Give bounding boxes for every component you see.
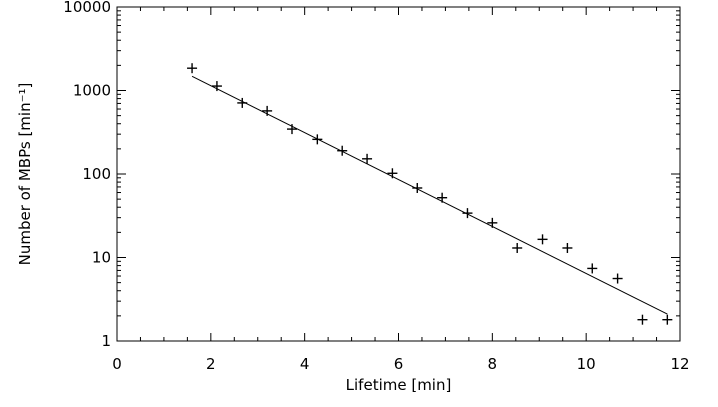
data-point xyxy=(211,81,222,92)
y-axis-ticks: 1 10 100 1000 10000 xyxy=(63,0,680,350)
x-tick-label: 2 xyxy=(206,355,216,373)
y-tick-label: 1000 xyxy=(73,82,111,100)
data-point xyxy=(612,273,623,284)
data-point xyxy=(437,192,448,203)
data-points xyxy=(187,63,673,325)
data-point xyxy=(537,234,548,245)
data-point xyxy=(337,145,348,156)
x-axis-title: Lifetime [min] xyxy=(346,376,452,394)
data-point xyxy=(362,153,373,164)
data-point xyxy=(286,124,297,135)
x-tick-label: 0 xyxy=(112,355,122,373)
y-tick-label: 1 xyxy=(101,332,111,350)
y-tick-label: 100 xyxy=(82,165,111,183)
data-point xyxy=(512,242,523,253)
x-tick-label: 6 xyxy=(394,355,404,373)
data-point xyxy=(237,97,248,108)
data-point xyxy=(487,217,498,228)
x-tick-label: 12 xyxy=(670,355,689,373)
data-point xyxy=(312,134,323,145)
data-point xyxy=(462,208,473,219)
x-tick-label: 4 xyxy=(300,355,310,373)
data-point xyxy=(187,63,198,74)
y-tick-label: 10 xyxy=(92,249,111,267)
data-point xyxy=(587,263,598,274)
fit-line xyxy=(191,75,668,315)
plot-frame xyxy=(116,6,681,342)
data-point xyxy=(262,105,273,116)
y-tick-label: 10000 xyxy=(63,0,111,16)
fit-line-group xyxy=(191,75,668,315)
y-axis-title: Number of MBPs [min⁻¹] xyxy=(16,83,34,266)
x-axis-ticks: 0 2 4 6 8 10 12 xyxy=(112,7,690,373)
data-point xyxy=(562,242,573,253)
data-point xyxy=(637,314,648,325)
x-tick-label: 10 xyxy=(577,355,596,373)
data-point xyxy=(387,168,398,179)
data-point xyxy=(662,314,673,325)
data-point xyxy=(412,182,423,193)
x-tick-label: 8 xyxy=(488,355,498,373)
